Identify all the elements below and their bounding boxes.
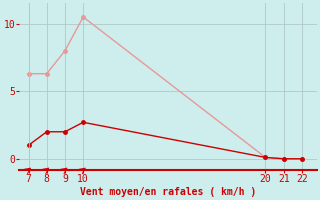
X-axis label: Vent moyen/en rafales ( km/h ): Vent moyen/en rafales ( km/h ) (80, 187, 256, 197)
